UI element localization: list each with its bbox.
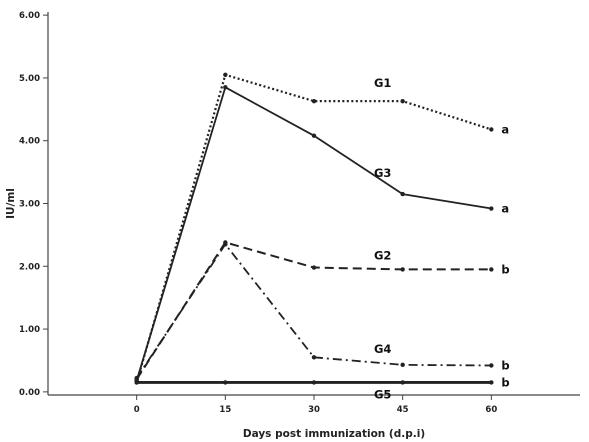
y-tick-label: 0.00 [19,388,40,398]
x-tick-label: 15 [219,405,231,415]
y-tick-label: 6.00 [19,11,40,21]
y-tick-label: 3.00 [19,200,40,210]
data-point-g2 [400,267,405,272]
data-point-g2 [489,267,494,272]
significance-label-g4: b [501,358,509,372]
x-tick-label: 45 [397,405,409,415]
data-point-g4 [223,242,228,247]
data-point-g5 [400,380,405,385]
significance-label-g3: a [501,202,509,216]
series-label-g1: G1 [374,76,391,90]
significance-label-g5: b [501,375,509,389]
x-tick-label: 0 [134,405,140,415]
x-tick-label: 30 [308,405,320,415]
axes: 0.00 1.00 2.00 3.00 4.00 5.00 6.00 0 15 30 45 60 [19,11,580,415]
series-line-g1 [135,73,492,383]
data-point-g3 [223,85,228,90]
series-label-g4: G4 [374,342,391,356]
data-point-g3 [489,206,494,211]
data-point-g4 [400,362,405,368]
data-point-g1 [489,127,494,132]
data-point-g3 [400,191,405,197]
data-point-g1 [400,98,405,104]
data-point-g1 [311,98,317,104]
data-point-g4 [311,355,317,360]
data-point-g5 [489,380,494,385]
y-tick-label: 2.00 [19,262,40,272]
series-label-g3: G3 [374,166,391,180]
series-label-g5: G5 [374,387,391,401]
data-point-g4 [489,363,494,368]
y-tick-label: 1.00 [19,325,40,335]
data-point-g3 [311,133,317,138]
data-point-g5 [134,380,139,385]
data-point-g5 [223,380,228,385]
data-point-g5 [311,380,317,385]
series-lines [134,72,494,385]
y-tick-label: 5.00 [19,74,40,84]
data-point-g1 [223,72,228,77]
x-axis-title: Days post immunization (d.p.i) [243,428,425,440]
series-label-g2: G2 [374,248,391,262]
significance-label-g2: b [501,262,509,276]
data-point-g2 [311,265,317,270]
y-axis-title: IU/ml [5,188,17,219]
data-point-g4 [134,375,139,381]
series-line-g3 [135,86,492,381]
significance-label-g1: a [501,122,509,136]
y-tick-label: 4.00 [19,137,40,147]
x-tick-label: 60 [485,405,497,415]
series-labels: G1 a G3 a G2 b G4 b G5 b [374,76,510,401]
